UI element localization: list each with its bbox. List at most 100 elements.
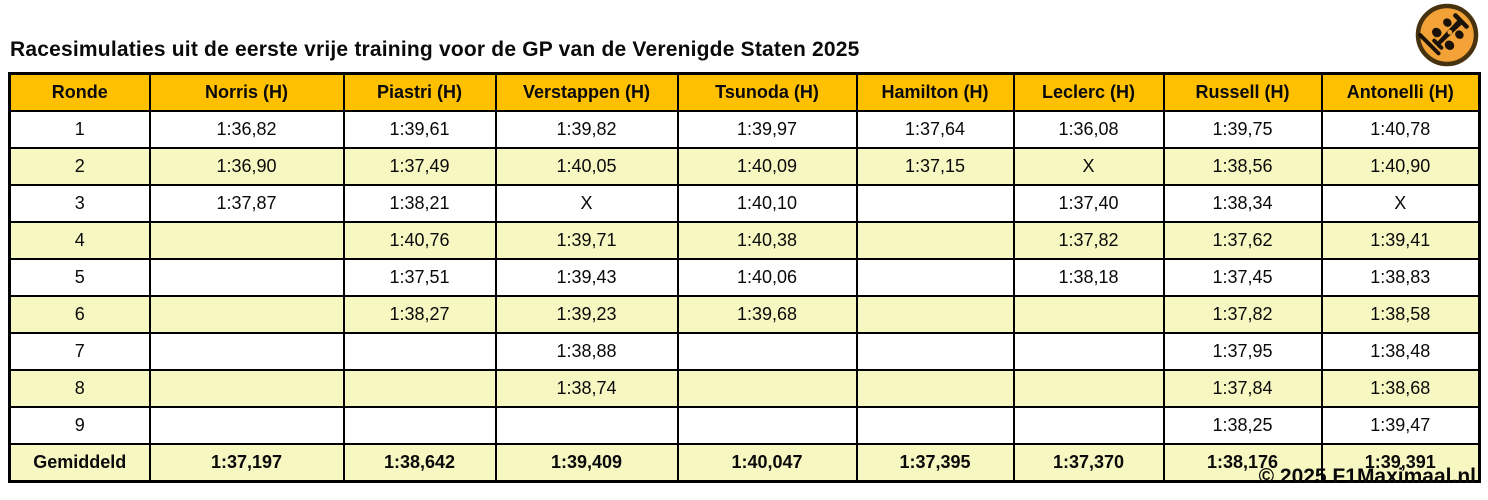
average-time-cell: 1:37,395 bbox=[855, 443, 1015, 483]
lap-time-cell: 1:40,10 bbox=[676, 184, 858, 223]
lap-time-cell: 1:40,06 bbox=[676, 258, 858, 297]
lap-time-cell: 1:38,68 bbox=[1320, 369, 1481, 408]
average-row: Gemiddeld 1:37,197 1:38,642 1:39,409 1:40,04… bbox=[8, 443, 1481, 483]
lap-time-cell: 1:36,82 bbox=[148, 110, 345, 149]
lap-time-cell bbox=[855, 184, 1015, 223]
lap-time-cell: 1:38,25 bbox=[1162, 406, 1323, 445]
copyright-credit: © 2025 F1Maximaal.nl bbox=[1258, 465, 1476, 488]
lap-time-cell bbox=[148, 221, 345, 260]
lap-time-cell bbox=[855, 406, 1015, 445]
table-row: 3 1:37,87 1:38,21 X 1:40,10 1:37,40 1:38,34 X bbox=[8, 184, 1481, 223]
lap-time-cell bbox=[855, 295, 1015, 334]
lap-time-cell: 1:38,56 bbox=[1162, 147, 1323, 186]
lap-time-cell bbox=[342, 406, 497, 445]
column-header: Leclerc (H) bbox=[1012, 72, 1165, 112]
lap-number-cell: 7 bbox=[8, 332, 151, 371]
table-row: 2 1:36,90 1:37,49 1:40,05 1:40,09 1:37,15 X 1:3… bbox=[8, 147, 1481, 186]
lap-time-cell bbox=[855, 258, 1015, 297]
lap-time-cell bbox=[855, 221, 1015, 260]
lap-number-cell: 9 bbox=[8, 406, 151, 445]
lap-time-cell: 1:37,64 bbox=[855, 110, 1015, 149]
f1-car-icon bbox=[1415, 3, 1479, 67]
lap-time-cell: 1:37,45 bbox=[1162, 258, 1323, 297]
lap-time-cell: 1:38,88 bbox=[494, 332, 679, 371]
table-body: 1 1:36,82 1:39,61 1:39,82 1:39,97 1:37,64 1:36… bbox=[8, 110, 1481, 483]
table-row: 9 1:38,25 1:39,47 bbox=[8, 406, 1481, 445]
lap-time-cell bbox=[494, 406, 679, 445]
lap-time-cell bbox=[676, 406, 858, 445]
lap-time-cell: 1:39,75 bbox=[1162, 110, 1323, 149]
lap-time-cell: 1:39,47 bbox=[1320, 406, 1481, 445]
lap-time-cell: 1:37,49 bbox=[342, 147, 497, 186]
lap-time-cell: 1:39,68 bbox=[676, 295, 858, 334]
lap-time-cell: 1:39,43 bbox=[494, 258, 679, 297]
lap-time-cell bbox=[676, 369, 858, 408]
lap-time-cell: X bbox=[1320, 184, 1481, 223]
lap-time-cell: 1:40,05 bbox=[494, 147, 679, 186]
lap-time-cell: X bbox=[1012, 147, 1165, 186]
lap-time-cell: 1:37,15 bbox=[855, 147, 1015, 186]
lap-time-cell: 1:38,27 bbox=[342, 295, 497, 334]
lap-time-cell: 1:37,84 bbox=[1162, 369, 1323, 408]
average-time-cell: 1:37,197 bbox=[148, 443, 345, 483]
lap-time-cell: 1:37,87 bbox=[148, 184, 345, 223]
average-time-cell: 1:38,642 bbox=[342, 443, 497, 483]
lap-time-cell: 1:39,61 bbox=[342, 110, 497, 149]
column-header: Antonelli (H) bbox=[1320, 72, 1481, 112]
column-header: Piastri (H) bbox=[342, 72, 497, 112]
table-row: 6 1:38,27 1:39,23 1:39,68 1:37,82 1:38,58 bbox=[8, 295, 1481, 334]
lap-time-cell: 1:37,40 bbox=[1012, 184, 1165, 223]
page-title: Racesimulaties uit de eerste vrije train… bbox=[10, 38, 860, 61]
lap-time-cell: 1:38,58 bbox=[1320, 295, 1481, 334]
average-label: Gemiddeld bbox=[8, 443, 151, 483]
lap-number-cell: 6 bbox=[8, 295, 151, 334]
column-header: Hamilton (H) bbox=[855, 72, 1015, 112]
lap-time-cell: 1:37,82 bbox=[1012, 221, 1165, 260]
lap-time-cell: 1:38,21 bbox=[342, 184, 497, 223]
column-header: Verstappen (H) bbox=[494, 72, 679, 112]
lap-time-cell bbox=[148, 332, 345, 371]
lap-time-cell: 1:36,90 bbox=[148, 147, 345, 186]
lap-time-cell: X bbox=[494, 184, 679, 223]
column-header: Norris (H) bbox=[148, 72, 345, 112]
f1maximaal-logo bbox=[1415, 3, 1479, 67]
lap-time-cell: 1:39,82 bbox=[494, 110, 679, 149]
lap-number-cell: 8 bbox=[8, 369, 151, 408]
lap-time-cell: 1:40,38 bbox=[676, 221, 858, 260]
lap-time-cell: 1:36,08 bbox=[1012, 110, 1165, 149]
lap-time-cell: 1:40,78 bbox=[1320, 110, 1481, 149]
lap-time-cell: 1:37,82 bbox=[1162, 295, 1323, 334]
lap-time-cell: 1:40,09 bbox=[676, 147, 858, 186]
lap-time-cell: 1:39,41 bbox=[1320, 221, 1481, 260]
average-time-cell: 1:39,409 bbox=[494, 443, 679, 483]
lap-time-cell: 1:38,48 bbox=[1320, 332, 1481, 371]
header-row: Ronde Norris (H) Piastri (H) Verstappen (H)… bbox=[8, 72, 1481, 112]
lap-number-cell: 3 bbox=[8, 184, 151, 223]
average-time-cell: 1:37,370 bbox=[1012, 443, 1165, 483]
lap-time-cell bbox=[855, 369, 1015, 408]
lap-time-cell bbox=[148, 258, 345, 297]
lap-time-cell: 1:37,51 bbox=[342, 258, 497, 297]
table-row: 5 1:37,51 1:39,43 1:40,06 1:38,18 1:37,45 1:38… bbox=[8, 258, 1481, 297]
average-time-cell: 1:38,176 bbox=[1162, 443, 1323, 483]
lap-time-cell: 1:39,71 bbox=[494, 221, 679, 260]
lap-time-cell: 1:40,90 bbox=[1320, 147, 1481, 186]
column-header: Tsunoda (H) bbox=[676, 72, 858, 112]
table-header-row: Ronde Norris (H) Piastri (H) Verstappen (H)… bbox=[8, 72, 1481, 112]
lap-time-cell bbox=[342, 369, 497, 408]
lap-time-cell: 1:39,23 bbox=[494, 295, 679, 334]
column-header: Russell (H) bbox=[1162, 72, 1323, 112]
lap-number-cell: 4 bbox=[8, 221, 151, 260]
lap-time-cell: 1:37,62 bbox=[1162, 221, 1323, 260]
table-row: 4 1:40,76 1:39,71 1:40,38 1:37,82 1:37,62 1:39… bbox=[8, 221, 1481, 260]
lap-number-cell: 5 bbox=[8, 258, 151, 297]
average-time-cell: 1:40,047 bbox=[676, 443, 858, 483]
lap-time-cell bbox=[1012, 295, 1165, 334]
table-row: 7 1:38,88 1:37,95 1:38,48 bbox=[8, 332, 1481, 371]
lap-time-cell: 1:37,95 bbox=[1162, 332, 1323, 371]
column-header: Ronde bbox=[8, 72, 151, 112]
table-row: 1 1:36,82 1:39,61 1:39,82 1:39,97 1:37,64 1:36… bbox=[8, 110, 1481, 149]
lap-time-cell bbox=[1012, 369, 1165, 408]
race-simulation-table: Ronde Norris (H) Piastri (H) Verstappen (H)… bbox=[8, 72, 1481, 483]
lap-time-cell: 1:38,83 bbox=[1320, 258, 1481, 297]
